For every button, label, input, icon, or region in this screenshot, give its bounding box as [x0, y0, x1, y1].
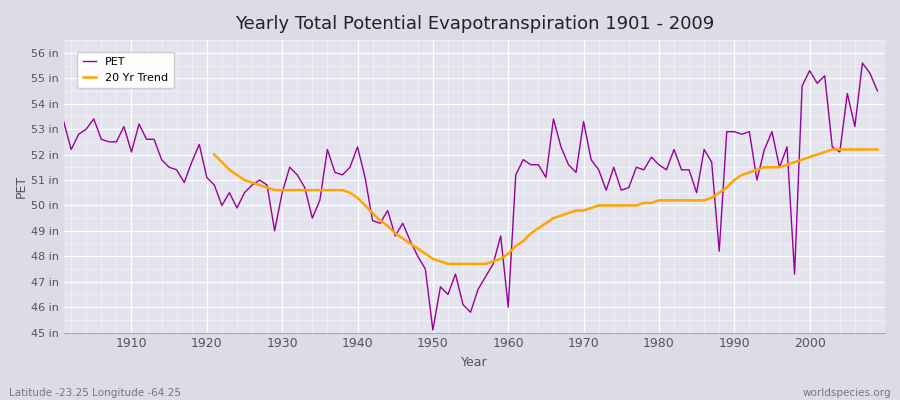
PET	[857, 61, 868, 66]
X-axis label: Year: Year	[461, 356, 488, 369]
PET	[119, 124, 130, 129]
Legend: PET, 20 Yr Trend: PET, 20 Yr Trend	[77, 52, 174, 88]
20 Yr Trend	[555, 213, 566, 218]
PET	[872, 88, 883, 93]
Line: PET: PET	[64, 63, 878, 330]
PET	[284, 165, 295, 170]
20 Yr Trend	[345, 190, 356, 195]
20 Yr Trend	[292, 188, 302, 192]
20 Yr Trend	[443, 262, 454, 266]
20 Yr Trend	[277, 188, 288, 192]
PET	[58, 119, 69, 124]
Y-axis label: PET: PET	[15, 175, 28, 198]
Text: worldspecies.org: worldspecies.org	[803, 388, 891, 398]
20 Yr Trend	[805, 155, 815, 160]
20 Yr Trend	[472, 262, 483, 266]
Line: 20 Yr Trend: 20 Yr Trend	[214, 150, 878, 264]
Title: Yearly Total Potential Evapotranspiration 1901 - 2009: Yearly Total Potential Evapotranspiratio…	[235, 15, 714, 33]
20 Yr Trend	[209, 152, 220, 157]
PET	[601, 188, 612, 192]
PET	[428, 328, 438, 332]
Text: Latitude -23.25 Longitude -64.25: Latitude -23.25 Longitude -64.25	[9, 388, 181, 398]
PET	[503, 305, 514, 310]
20 Yr Trend	[827, 147, 838, 152]
20 Yr Trend	[872, 147, 883, 152]
PET	[329, 170, 340, 175]
PET	[510, 172, 521, 177]
